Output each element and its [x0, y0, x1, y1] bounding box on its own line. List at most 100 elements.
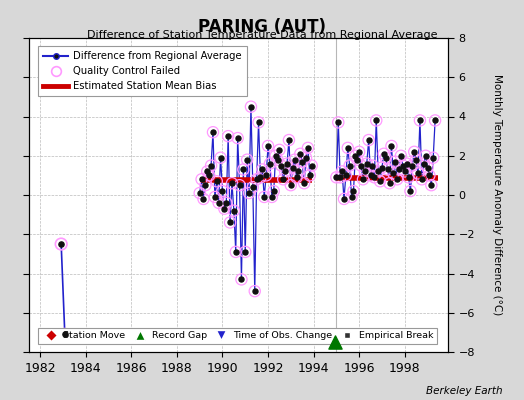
Point: [234, 135, 242, 141]
Point: [345, 162, 354, 169]
Point: [363, 160, 371, 167]
Point: [410, 149, 419, 155]
Point: [387, 143, 396, 149]
Point: [338, 168, 346, 175]
Point: [209, 129, 217, 135]
Point: [361, 168, 369, 175]
Point: [275, 147, 283, 153]
Point: [198, 176, 206, 182]
Point: [366, 172, 375, 178]
Point: [389, 170, 398, 177]
Point: [247, 104, 255, 110]
Point: [207, 162, 215, 169]
Point: [256, 174, 265, 180]
Point: [228, 180, 236, 186]
Point: [365, 137, 373, 143]
Point: [305, 172, 314, 178]
Point: [351, 152, 359, 159]
Point: [271, 152, 280, 159]
Point: [287, 182, 295, 188]
Point: [345, 162, 354, 169]
Point: [357, 162, 365, 169]
Point: [61, 331, 69, 338]
Point: [308, 162, 316, 169]
Point: [230, 208, 238, 214]
Point: [287, 182, 295, 188]
Point: [381, 154, 390, 161]
Point: [277, 162, 286, 169]
Point: [378, 164, 386, 171]
Point: [418, 176, 426, 182]
Point: [258, 166, 267, 173]
Point: [214, 200, 223, 206]
Point: [330, 339, 339, 345]
Point: [214, 200, 223, 206]
Point: [332, 174, 341, 180]
Point: [421, 152, 430, 159]
Point: [211, 194, 219, 200]
Point: [347, 194, 356, 200]
Point: [296, 150, 304, 157]
Point: [224, 133, 232, 139]
Point: [412, 156, 420, 163]
Point: [243, 156, 252, 163]
Point: [245, 190, 253, 196]
Point: [250, 288, 259, 294]
Point: [423, 164, 432, 171]
Point: [355, 149, 363, 155]
Point: [304, 145, 312, 151]
Point: [391, 158, 399, 165]
Point: [224, 133, 232, 139]
Point: [271, 152, 280, 159]
Point: [368, 162, 377, 169]
Point: [237, 276, 246, 282]
Point: [408, 162, 417, 169]
Point: [294, 168, 302, 175]
Point: [300, 180, 308, 186]
Point: [241, 249, 249, 255]
Point: [359, 176, 367, 182]
Point: [239, 166, 247, 173]
Point: [279, 176, 288, 182]
Point: [292, 174, 301, 180]
Point: [195, 190, 204, 196]
Point: [262, 172, 270, 178]
Point: [195, 190, 204, 196]
Point: [198, 176, 206, 182]
Point: [249, 184, 257, 190]
Point: [201, 182, 210, 188]
Point: [219, 188, 227, 194]
Point: [250, 288, 259, 294]
Point: [410, 149, 419, 155]
Point: [344, 145, 352, 151]
Point: [368, 162, 377, 169]
Point: [376, 178, 384, 184]
Point: [342, 172, 350, 178]
Point: [395, 166, 403, 173]
Point: [228, 180, 236, 186]
Point: [298, 158, 307, 165]
Point: [374, 168, 383, 175]
Point: [256, 174, 265, 180]
Point: [285, 137, 293, 143]
Point: [361, 168, 369, 175]
Point: [347, 194, 356, 200]
Point: [226, 219, 234, 226]
Point: [350, 188, 358, 194]
Point: [400, 168, 409, 175]
Point: [260, 194, 268, 200]
Point: [298, 158, 307, 165]
Point: [222, 200, 231, 206]
Point: [201, 182, 210, 188]
Point: [420, 160, 428, 167]
Point: [416, 117, 424, 124]
Point: [397, 152, 405, 159]
Point: [283, 160, 291, 167]
Point: [281, 168, 289, 175]
Point: [283, 160, 291, 167]
Point: [205, 172, 213, 178]
Point: [380, 150, 388, 157]
Point: [395, 166, 403, 173]
Point: [336, 174, 344, 180]
Point: [429, 154, 438, 161]
